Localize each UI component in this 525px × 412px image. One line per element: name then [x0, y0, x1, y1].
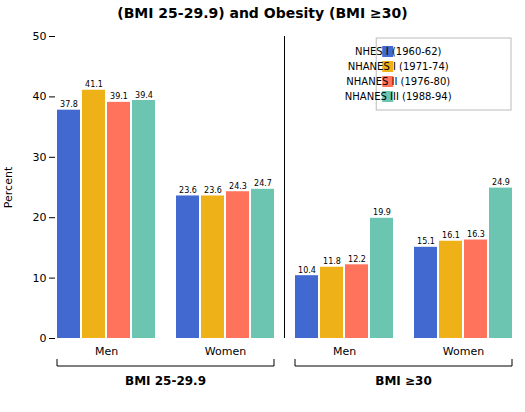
- svg-text:11.8: 11.8: [323, 257, 341, 266]
- svg-text:Men: Men: [95, 345, 118, 358]
- svg-text:NHANES II (1976-80): NHANES II (1976-80): [346, 76, 450, 87]
- svg-text:24.9: 24.9: [492, 178, 510, 187]
- svg-text:23.6: 23.6: [179, 186, 197, 195]
- svg-text:NHANES I (1971-74): NHANES I (1971-74): [348, 61, 449, 72]
- svg-text:24.3: 24.3: [229, 182, 247, 191]
- svg-text:50: 50: [33, 30, 47, 43]
- svg-text:41.1: 41.1: [85, 80, 103, 89]
- svg-text:24.7: 24.7: [254, 179, 272, 188]
- svg-text:19.9: 19.9: [373, 208, 391, 217]
- svg-text:39.4: 39.4: [135, 91, 153, 100]
- svg-text:16.1: 16.1: [442, 231, 460, 240]
- svg-text:NHANES III (1988-94): NHANES III (1988-94): [345, 91, 452, 102]
- svg-text:Men: Men: [333, 345, 356, 358]
- svg-text:39.1: 39.1: [110, 92, 128, 101]
- svg-text:BMI ≥30: BMI ≥30: [375, 374, 431, 388]
- svg-text:37.8: 37.8: [60, 100, 78, 109]
- svg-text:12.2: 12.2: [348, 255, 366, 264]
- svg-text:BMI 25-29.9: BMI 25-29.9: [125, 374, 206, 388]
- svg-text:20: 20: [33, 211, 47, 224]
- svg-text:Women: Women: [443, 345, 484, 358]
- svg-text:0: 0: [40, 332, 47, 345]
- svg-text:10: 10: [33, 272, 47, 285]
- svg-text:30: 30: [33, 151, 47, 164]
- svg-text:16.3: 16.3: [467, 230, 485, 239]
- svg-text:23.6: 23.6: [204, 186, 222, 195]
- svg-text:40: 40: [33, 90, 47, 103]
- html-text:(BMI 25-29.9) and Obesity (BMI: (BMI 25-29.9) and Obesity (BMI ≥30): [117, 5, 408, 21]
- svg-text:Women: Women: [205, 345, 246, 358]
- svg-text:NHES I (1960-62): NHES I (1960-62): [355, 46, 442, 57]
- svg-text:10.4: 10.4: [298, 266, 316, 275]
- svg-text:Percent: Percent: [2, 166, 15, 208]
- svg-text:15.1: 15.1: [417, 237, 435, 246]
